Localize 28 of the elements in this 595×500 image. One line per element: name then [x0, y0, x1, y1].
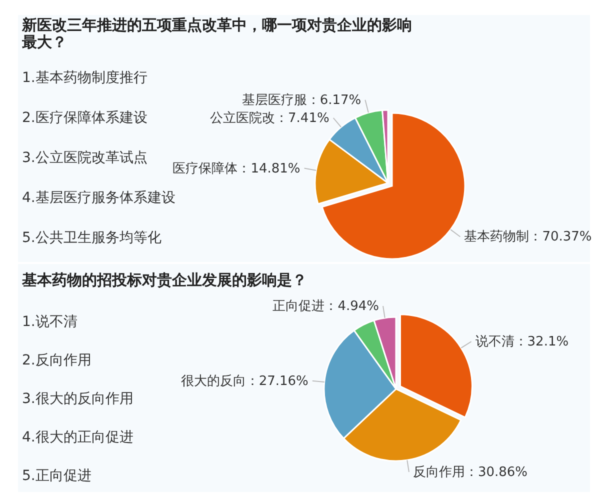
slice-label: 反向作用 — [412, 464, 465, 480]
text: 2.反向作用 — [22, 352, 92, 368]
text: 4.基层医疗服务体系建设 — [22, 190, 176, 206]
data-label: ：14.81% — [238, 161, 300, 176]
chart-title: 新医改三年推进的五项重点改革中，哪一项对贵企业的影响最大？ — [21, 16, 412, 51]
slice-label: 很大的反向 — [180, 374, 246, 389]
slice-label: 公立医院改 — [210, 110, 276, 126]
data-label: ：70.37% — [529, 230, 592, 245]
text: 2.医疗保障体系建设 — [22, 110, 148, 126]
data-label: ：7.41% — [275, 110, 330, 126]
chart-title: 基本药物的招投标对贵企业发展的影响是？ — [21, 271, 307, 289]
slice-label: 基本药物制 — [464, 230, 530, 245]
text: 1.基本药物制度推行 — [22, 70, 148, 86]
text: 5.公共卫生服务均等化 — [22, 230, 162, 246]
text: 5.正向促进 — [22, 468, 92, 484]
data-label: ：30.86% — [464, 464, 528, 480]
data-label: ：4.94% — [324, 299, 380, 314]
text: 1.说不清 — [22, 314, 78, 330]
slice-label: 正向促进 — [272, 299, 325, 314]
text: 3.公立医院改革试点 — [22, 150, 148, 166]
slice-label: 基层医疗服 — [242, 92, 307, 108]
data-label: ：6.17% — [306, 92, 362, 108]
slice-label: 医疗保障体 — [172, 161, 238, 176]
text: 3.很大的反向作用 — [22, 391, 134, 407]
slice-label: 说不清 — [475, 334, 514, 350]
data-label: ：27.16% — [246, 374, 308, 389]
data-label: ：32.1% — [514, 334, 569, 350]
text: 4.很大的正向促进 — [22, 430, 134, 446]
